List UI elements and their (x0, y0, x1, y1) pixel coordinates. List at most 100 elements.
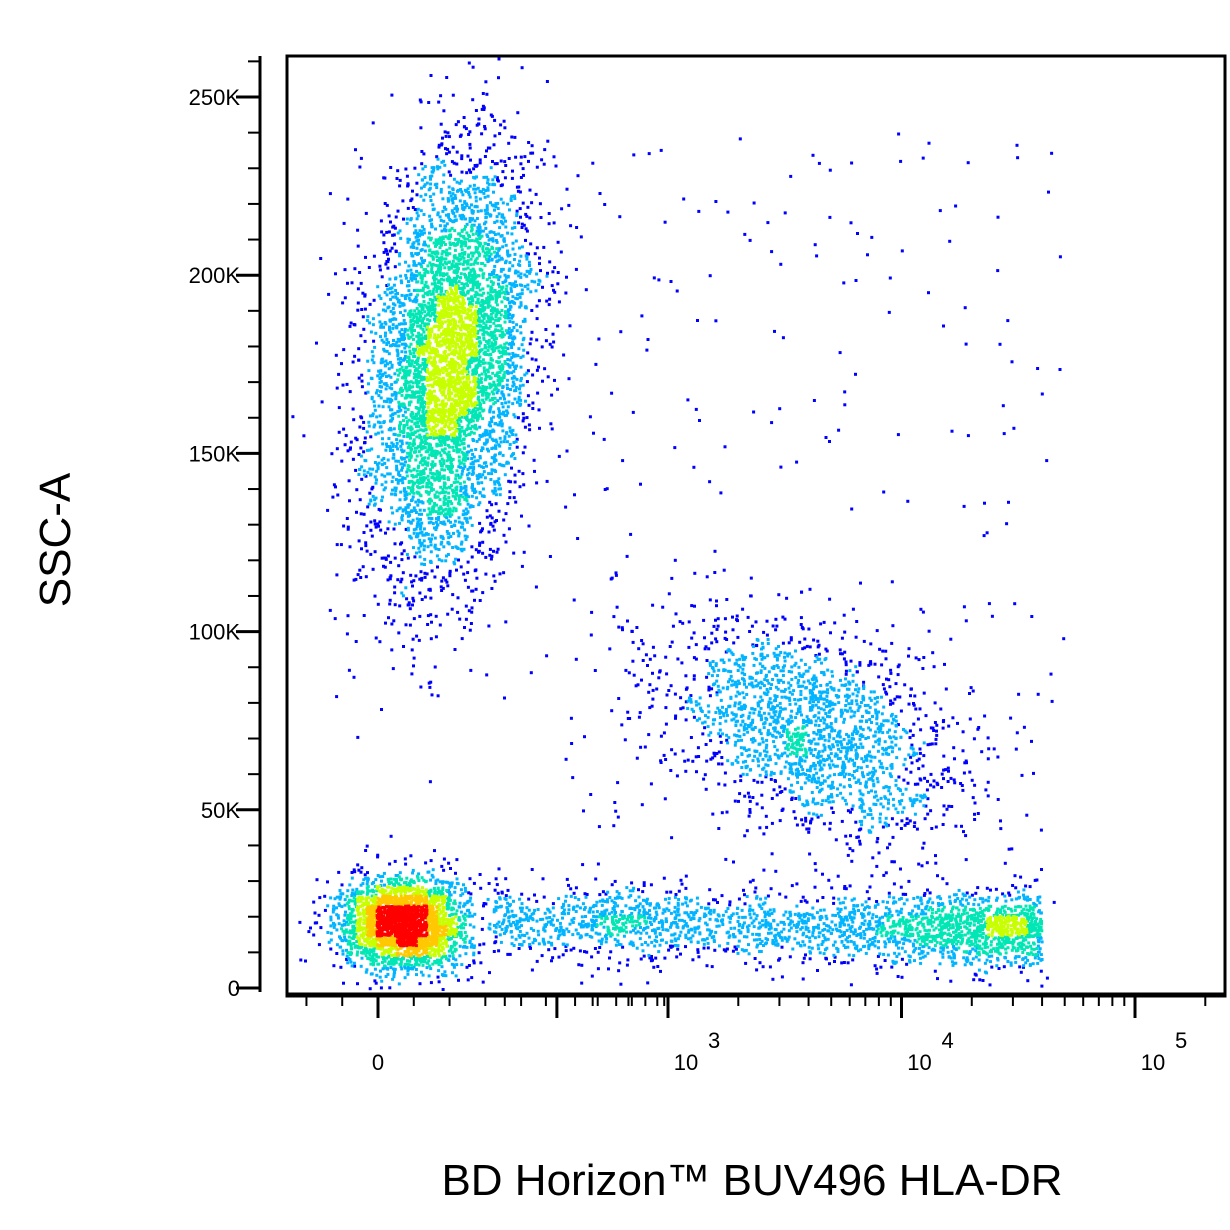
event-dot (432, 192, 436, 196)
event-dot (419, 209, 423, 213)
event-dot (432, 207, 436, 211)
event-dot (478, 599, 482, 602)
event-dot (706, 946, 710, 950)
event-dot (874, 803, 878, 806)
event-dot (783, 617, 787, 621)
event-dot (531, 151, 535, 155)
event-dot (389, 419, 392, 423)
event-dot (1024, 956, 1028, 960)
event-dot (705, 964, 709, 968)
event-dot (857, 778, 861, 782)
event-dot (894, 724, 898, 728)
event-dot (424, 243, 427, 247)
event-dot (742, 733, 746, 737)
event-dot (971, 689, 975, 693)
event-dot (734, 713, 738, 717)
event-dot (865, 711, 869, 714)
event-dot (512, 326, 516, 329)
event-dot (687, 915, 691, 919)
event-dot (739, 715, 743, 718)
event-dot (494, 908, 498, 912)
event-dot (445, 76, 449, 79)
event-dot (523, 155, 527, 159)
event-dot (498, 412, 502, 416)
event-dot (564, 894, 568, 898)
event-dot (770, 421, 774, 425)
event-dot (713, 948, 717, 952)
event-dot (839, 791, 843, 795)
event-dot (659, 969, 662, 973)
event-dot (404, 496, 408, 500)
event-dot (438, 880, 442, 884)
event-dot (741, 923, 745, 927)
event-dot (881, 900, 885, 904)
event-dot (415, 551, 418, 555)
event-dot (772, 772, 776, 775)
event-dot (384, 621, 387, 625)
event-dot (468, 911, 472, 915)
event-dot (964, 342, 968, 346)
event-dot (458, 199, 462, 203)
event-dot (550, 345, 554, 349)
event-dot (504, 164, 508, 167)
event-dot (931, 901, 935, 905)
event-dot (580, 963, 584, 967)
event-dot (712, 751, 716, 755)
event-dot (423, 240, 427, 244)
event-dot (438, 623, 442, 627)
event-dot (486, 211, 490, 215)
event-dot (887, 752, 891, 756)
event-dot (888, 685, 892, 689)
event-dot (867, 663, 871, 667)
event-dot (665, 907, 669, 911)
event-dot (763, 910, 767, 914)
event-dot (717, 914, 721, 918)
event-dot (931, 651, 935, 655)
event-dot (1009, 716, 1013, 720)
event-dot (723, 771, 727, 775)
event-dot (736, 669, 740, 672)
event-dot (442, 857, 446, 861)
event-dot (681, 749, 685, 753)
event-dot (516, 293, 520, 297)
event-dot (616, 781, 620, 785)
event-dot (502, 410, 505, 414)
event-dot (893, 697, 897, 701)
event-dot (728, 677, 732, 681)
event-dot (515, 400, 519, 404)
event-dot (547, 222, 551, 226)
event-dot (724, 949, 728, 953)
event-dot (766, 638, 770, 641)
event-dot (861, 694, 865, 698)
event-dot (947, 804, 951, 808)
event-dot (409, 536, 413, 540)
event-dot (362, 512, 366, 516)
event-dot (822, 908, 826, 912)
event-dot (764, 912, 768, 916)
event-dot (407, 511, 411, 515)
event-dot (884, 906, 888, 910)
event-dot (802, 680, 806, 684)
event-dot (953, 900, 957, 903)
event-dot (912, 722, 916, 726)
event-dot (457, 558, 460, 562)
event-dot (576, 174, 580, 178)
event-dot (716, 684, 720, 688)
event-dot (884, 690, 888, 694)
event-dot (948, 895, 952, 899)
event-dot (781, 336, 785, 340)
event-dot (583, 892, 587, 896)
event-dot (861, 773, 865, 777)
event-dot (796, 681, 800, 685)
event-dot (468, 146, 472, 150)
event-dot (528, 428, 532, 432)
event-dot (517, 934, 521, 938)
event-dot (362, 420, 366, 424)
event-dot (843, 390, 847, 394)
event-dot (807, 627, 811, 631)
event-dot (974, 973, 978, 977)
event-dot (837, 688, 841, 692)
event-dot (888, 276, 892, 280)
event-dot (987, 895, 991, 899)
event-dot (468, 184, 472, 188)
